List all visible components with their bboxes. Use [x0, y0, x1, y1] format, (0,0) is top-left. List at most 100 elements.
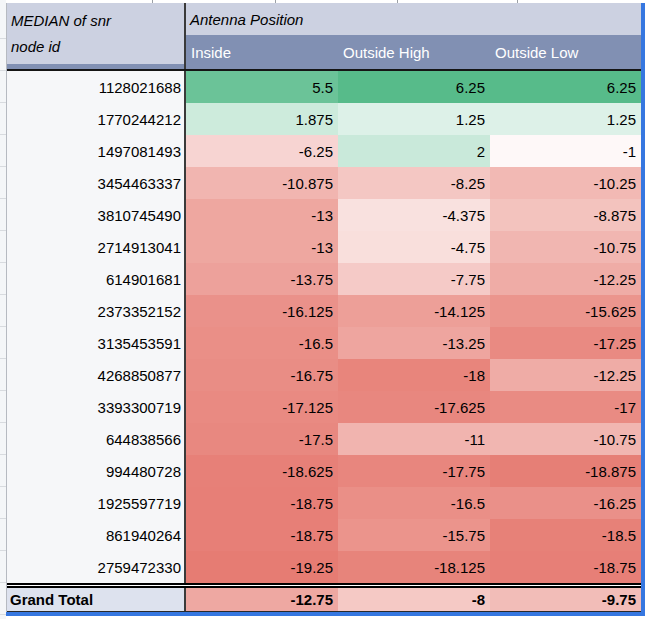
node-id-cell[interactable]: 3393300719	[7, 391, 186, 423]
pivot-corner-cell[interactable]: MEDIAN of snr node id	[7, 3, 186, 69]
grand-total-outside-low[interactable]: -9.75	[490, 588, 641, 611]
node-id-cell[interactable]: 1770244212	[7, 103, 186, 135]
grand-total-label[interactable]: Grand Total	[7, 588, 186, 611]
value-cell-outside-high[interactable]: -14.125	[338, 295, 490, 327]
value-cell-outside-low[interactable]: -17.25	[490, 327, 641, 359]
row-field-label: node id	[11, 38, 184, 55]
value-cell-outside-high[interactable]: -17.625	[338, 391, 490, 423]
value-cell-outside-high[interactable]: -4.75	[338, 231, 490, 263]
selection-border-bottom	[6, 612, 645, 616]
value-cell-outside-low[interactable]: -10.75	[490, 231, 641, 263]
column-header-outside-low[interactable]: Outside Low	[490, 35, 641, 69]
value-cell-inside[interactable]: -13	[186, 231, 338, 263]
value-cell-outside-low[interactable]: -17	[490, 391, 641, 423]
value-cell-outside-low[interactable]: -18.5	[490, 519, 641, 551]
value-cell-outside-low[interactable]: -18.75	[490, 551, 641, 583]
value-cell-inside[interactable]: -17.125	[186, 391, 338, 423]
value-cell-outside-high[interactable]: -4.375	[338, 199, 490, 231]
value-cell-inside[interactable]: 5.5	[186, 71, 338, 103]
column-group-header[interactable]: Antenna Position	[186, 3, 641, 35]
value-cell-inside[interactable]: -10.875	[186, 167, 338, 199]
pivot-row: 1128021688 5.5 6.25 6.25	[7, 71, 641, 103]
pivot-row: 614901681 -13.75 -7.75 -12.25	[7, 263, 641, 295]
pivot-row: 3393300719 -17.125 -17.625 -17	[7, 391, 641, 423]
node-id-cell[interactable]: 614901681	[7, 263, 186, 295]
pivot-row: 1770244212 1.875 1.25 1.25	[7, 103, 641, 135]
pivot-header: MEDIAN of snr node id Antenna Position I…	[7, 3, 641, 69]
value-cell-outside-low[interactable]: -12.25	[490, 359, 641, 391]
value-cell-outside-high[interactable]: 6.25	[338, 71, 490, 103]
spreadsheet-viewport: MEDIAN of snr node id Antenna Position I…	[0, 0, 648, 619]
value-cell-inside[interactable]: -16.125	[186, 295, 338, 327]
pivot-row: 1497081493 -6.25 2 -1	[7, 135, 641, 167]
pivot-row: 3135453591 -16.5 -13.25 -17.25	[7, 327, 641, 359]
value-cell-inside[interactable]: -18.75	[186, 487, 338, 519]
node-id-cell[interactable]: 861940264	[7, 519, 186, 551]
column-headers-row: Inside Outside High Outside Low	[186, 35, 641, 69]
value-cell-outside-high[interactable]: -18	[338, 359, 490, 391]
pivot-body: 1128021688 5.5 6.25 6.25 1770244212 1.87…	[7, 71, 641, 583]
pivot-row: 3454463337 -10.875 -8.25 -10.25	[7, 167, 641, 199]
measure-label: MEDIAN of snr	[11, 12, 184, 29]
pivot-row: 3810745490 -13 -4.375 -8.875	[7, 199, 641, 231]
node-id-cell[interactable]: 644838566	[7, 423, 186, 455]
node-id-cell[interactable]: 3135453591	[7, 327, 186, 359]
value-cell-inside[interactable]: -18.75	[186, 519, 338, 551]
value-cell-outside-high[interactable]: -7.75	[338, 263, 490, 295]
value-cell-outside-high[interactable]: -15.75	[338, 519, 490, 551]
value-cell-outside-high[interactable]: -17.75	[338, 455, 490, 487]
node-id-cell[interactable]: 1128021688	[7, 71, 186, 103]
value-cell-outside-high[interactable]: -16.5	[338, 487, 490, 519]
value-cell-outside-low[interactable]: -12.25	[490, 263, 641, 295]
node-id-cell[interactable]: 2373352152	[7, 295, 186, 327]
value-cell-inside[interactable]: -19.25	[186, 551, 338, 583]
grand-total-inside[interactable]: -12.75	[186, 588, 338, 611]
value-cell-outside-high[interactable]: 2	[338, 135, 490, 167]
value-cell-outside-low[interactable]: -10.75	[490, 423, 641, 455]
pivot-row: 2714913041 -13 -4.75 -10.75	[7, 231, 641, 263]
value-cell-inside[interactable]: -13	[186, 199, 338, 231]
value-cell-outside-high[interactable]: -18.125	[338, 551, 490, 583]
column-header-inside[interactable]: Inside	[186, 35, 338, 69]
value-cell-outside-low[interactable]: 6.25	[490, 71, 641, 103]
value-cell-outside-high[interactable]: -8.25	[338, 167, 490, 199]
node-id-cell[interactable]: 2759472330	[7, 551, 186, 583]
grand-total-outside-high[interactable]: -8	[338, 588, 490, 611]
node-id-cell[interactable]: 3810745490	[7, 199, 186, 231]
value-cell-inside[interactable]: -16.75	[186, 359, 338, 391]
pivot-row: 1925597719 -18.75 -16.5 -16.25	[7, 487, 641, 519]
value-cell-outside-high[interactable]: 1.25	[338, 103, 490, 135]
value-cell-inside[interactable]: -6.25	[186, 135, 338, 167]
value-cell-inside[interactable]: 1.875	[186, 103, 338, 135]
node-id-cell[interactable]: 994480728	[7, 455, 186, 487]
value-cell-inside[interactable]: -16.5	[186, 327, 338, 359]
pivot-row: 994480728 -18.625 -17.75 -18.875	[7, 455, 641, 487]
pivot-row: 2373352152 -16.125 -14.125 -15.625	[7, 295, 641, 327]
pivot-row: 2759472330 -19.25 -18.125 -18.75	[7, 551, 641, 583]
node-id-cell[interactable]: 1925597719	[7, 487, 186, 519]
value-cell-outside-low[interactable]: -1	[490, 135, 641, 167]
selection-border-right	[641, 3, 645, 616]
node-id-cell[interactable]: 3454463337	[7, 167, 186, 199]
value-cell-inside[interactable]: -17.5	[186, 423, 338, 455]
value-cell-outside-low[interactable]: -16.25	[490, 487, 641, 519]
pivot-row: 4268850877 -16.75 -18 -12.25	[7, 359, 641, 391]
pivot-row: 644838566 -17.5 -11 -10.75	[7, 423, 641, 455]
pivot-row: 861940264 -18.75 -15.75 -18.5	[7, 519, 641, 551]
column-header-outside-high[interactable]: Outside High	[338, 35, 490, 69]
value-cell-outside-low[interactable]: -8.875	[490, 199, 641, 231]
node-id-cell[interactable]: 1497081493	[7, 135, 186, 167]
value-cell-outside-low[interactable]: -15.625	[490, 295, 641, 327]
value-cell-outside-low[interactable]: -10.25	[490, 167, 641, 199]
value-cell-inside[interactable]: -13.75	[186, 263, 338, 295]
value-cell-outside-low[interactable]: -18.875	[490, 455, 641, 487]
node-id-cell[interactable]: 4268850877	[7, 359, 186, 391]
pivot-table: MEDIAN of snr node id Antenna Position I…	[6, 3, 645, 616]
value-cell-outside-low[interactable]: 1.25	[490, 103, 641, 135]
node-id-cell[interactable]: 2714913041	[7, 231, 186, 263]
value-cell-inside[interactable]: -18.625	[186, 455, 338, 487]
value-cell-outside-high[interactable]: -11	[338, 423, 490, 455]
corner-slate-strip	[7, 64, 184, 69]
value-cell-outside-high[interactable]: -13.25	[338, 327, 490, 359]
grand-total-row: Grand Total -12.75 -8 -9.75	[7, 588, 641, 611]
